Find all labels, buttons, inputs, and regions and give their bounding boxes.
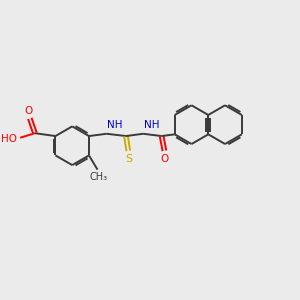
- Text: O: O: [160, 154, 169, 164]
- Text: HO: HO: [1, 134, 17, 144]
- Text: CH₃: CH₃: [89, 172, 107, 182]
- Text: O: O: [25, 106, 33, 116]
- Text: NH: NH: [144, 120, 159, 130]
- Text: S: S: [125, 154, 132, 164]
- Text: NH: NH: [107, 120, 123, 130]
